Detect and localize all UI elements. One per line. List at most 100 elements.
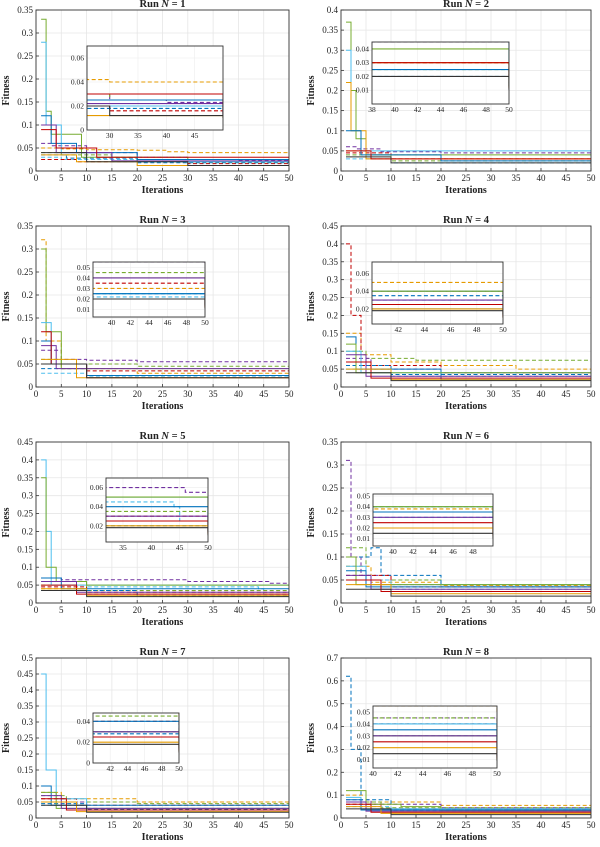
x-tick-label: 0 bbox=[339, 605, 344, 615]
inset-y-tick-label: 0.02 bbox=[357, 523, 370, 532]
y-tick-label: 0.25 bbox=[322, 293, 338, 303]
y-tick-label: 0.35 bbox=[17, 221, 33, 231]
x-tick-label: 0 bbox=[339, 173, 344, 183]
x-tick-label: 5 bbox=[364, 173, 369, 183]
y-tick-label: 0.05 bbox=[17, 797, 33, 807]
inset-zoom: 40 42 44 46 48 50 0.010.02 0.03 0.040.05 bbox=[77, 261, 209, 327]
main-series-line bbox=[41, 795, 289, 814]
y-tick-label: 0 bbox=[334, 598, 339, 608]
x-axis-label: Iterations bbox=[445, 617, 487, 628]
y-tick-label: 0 bbox=[29, 813, 34, 823]
inset-x-tick-label: 44 bbox=[419, 769, 427, 778]
inset-zoom: 38 40 42 44 46 48 50 0.01 0.02 0.03 0.04 bbox=[356, 41, 513, 114]
x-axis-label: Iterations bbox=[142, 185, 184, 196]
inset-frame bbox=[372, 493, 494, 547]
x-tick-label: 45 bbox=[259, 605, 269, 615]
inset-y-tick-label: 0.02 bbox=[71, 102, 84, 111]
x-tick-label: 20 bbox=[133, 605, 143, 615]
y-axis-label: Fitness bbox=[306, 507, 317, 537]
inset-x-tick-label: 44 bbox=[145, 318, 153, 327]
x-tick-label: 25 bbox=[158, 820, 168, 830]
x-tick-label: 50 bbox=[285, 605, 295, 615]
panel-title: Run N = 3 bbox=[140, 215, 186, 226]
y-axis-label: Fitness bbox=[1, 75, 12, 105]
inset-x-tick-label: 48 bbox=[469, 547, 477, 556]
inset-x-tick-label: 46 bbox=[164, 318, 172, 327]
y-tick-label: 0.15 bbox=[322, 328, 338, 338]
chart-panel: 0 5 10 15 20 25 30 35 40 45 50 0 0.1 0.2 0.3 0.4 0.5 0.6 0… bbox=[306, 647, 596, 843]
inset-x-tick-label: 42 bbox=[409, 547, 417, 556]
x-tick-label: 35 bbox=[512, 389, 522, 399]
y-tick-label: 0.2 bbox=[22, 526, 33, 536]
x-tick-label: 10 bbox=[82, 173, 92, 183]
y-tick-label: 0.25 bbox=[17, 51, 33, 61]
y-tick-label: 0.25 bbox=[17, 733, 33, 743]
y-tick-label: 0.3 bbox=[327, 744, 339, 754]
x-tick-label: 50 bbox=[587, 605, 597, 615]
y-tick-label: 0.1 bbox=[327, 790, 338, 800]
inset-y-tick-label: 0.02 bbox=[77, 295, 90, 304]
x-tick-label: 15 bbox=[412, 389, 422, 399]
chart-panel: 0 5 10 15 20 25 30 35 40 45 50 0 0.05 0.1 0.15 0.2 0.25 0… bbox=[1, 431, 295, 628]
x-tick-label: 30 bbox=[487, 389, 497, 399]
main-series-line bbox=[41, 791, 289, 805]
x-tick-label: 20 bbox=[133, 389, 143, 399]
x-tick-label: 5 bbox=[59, 173, 64, 183]
inset-y-tick-label: 0.04 bbox=[356, 287, 369, 296]
inset-frame bbox=[86, 45, 224, 131]
y-axis-label: Fitness bbox=[306, 75, 317, 105]
main-series-line bbox=[346, 354, 591, 383]
x-tick-label: 15 bbox=[107, 173, 117, 183]
x-tick-label: 15 bbox=[107, 605, 117, 615]
x-tick-label: 5 bbox=[59, 605, 64, 615]
y-tick-label: 0.35 bbox=[322, 25, 338, 35]
x-tick-label: 10 bbox=[387, 820, 397, 830]
axes-frame bbox=[340, 441, 592, 604]
x-tick-label: 45 bbox=[259, 173, 269, 183]
inset-y-tick-label: 0.03 bbox=[357, 513, 370, 522]
inset-x-tick-label: 42 bbox=[127, 318, 135, 327]
main-series-line bbox=[346, 799, 591, 815]
x-axis-label: Iterations bbox=[445, 832, 487, 843]
x-tick-label: 25 bbox=[462, 820, 472, 830]
x-tick-label: 35 bbox=[209, 173, 219, 183]
x-tick-label: 25 bbox=[158, 173, 168, 183]
y-tick-label: 0.15 bbox=[17, 313, 33, 323]
inset-series-line bbox=[106, 487, 208, 493]
main-series-line bbox=[41, 791, 289, 814]
y-tick-label: 0.45 bbox=[17, 669, 33, 679]
x-tick-label: 10 bbox=[82, 389, 92, 399]
y-tick-label: 0.4 bbox=[327, 722, 339, 732]
x-tick-label: 40 bbox=[234, 820, 244, 830]
inset-frame bbox=[372, 705, 498, 769]
x-tick-label: 25 bbox=[462, 389, 472, 399]
y-tick-label: 0.1 bbox=[22, 781, 33, 791]
inset-x-tick-label: 40 bbox=[389, 547, 397, 556]
y-axis-label: Fitness bbox=[1, 507, 12, 537]
inset-y-tick-label: 0.06 bbox=[356, 269, 369, 278]
x-tick-label: 30 bbox=[183, 820, 193, 830]
main-series-line bbox=[346, 808, 591, 816]
x-tick-label: 30 bbox=[183, 605, 193, 615]
x-tick-label: 15 bbox=[412, 605, 422, 615]
inset-x-tick-label: 46 bbox=[141, 764, 149, 773]
y-tick-label: 0.15 bbox=[17, 544, 33, 554]
x-axis-label: Iterations bbox=[445, 401, 487, 412]
main-series-line bbox=[346, 372, 591, 384]
x-tick-label: 45 bbox=[259, 389, 269, 399]
y-tick-label: 0 bbox=[334, 166, 339, 176]
inset-x-tick-label: 30 bbox=[106, 131, 114, 140]
x-tick-label: 10 bbox=[82, 605, 92, 615]
inset-x-tick-label: 40 bbox=[369, 769, 377, 778]
x-tick-label: 35 bbox=[209, 820, 219, 830]
x-tick-label: 40 bbox=[234, 173, 244, 183]
x-tick-label: 40 bbox=[234, 605, 244, 615]
y-tick-label: 0.15 bbox=[322, 106, 338, 116]
inset-frame bbox=[371, 41, 510, 105]
inset-x-tick-label: 45 bbox=[176, 543, 184, 552]
main-series-line bbox=[41, 804, 289, 815]
y-tick-label: 0.2 bbox=[327, 506, 338, 516]
inset-area bbox=[373, 706, 497, 768]
inset-x-tick-label: 44 bbox=[437, 105, 445, 114]
y-tick-label: 0.35 bbox=[17, 5, 33, 15]
